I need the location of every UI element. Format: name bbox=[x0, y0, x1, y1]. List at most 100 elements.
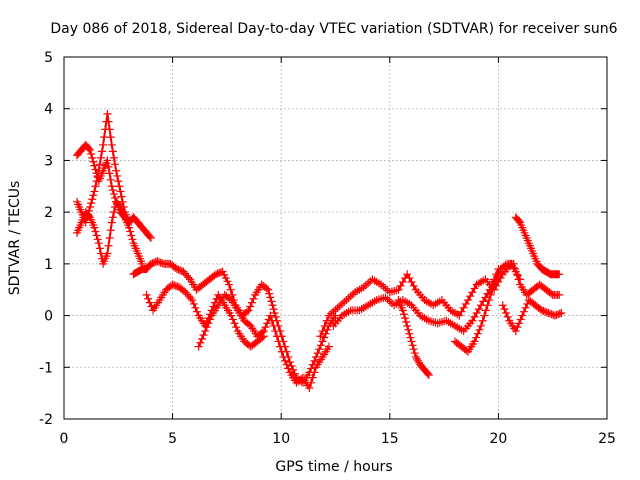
data-point-interp bbox=[88, 195, 97, 204]
data-point-interp bbox=[461, 299, 470, 308]
data-point-interp bbox=[470, 312, 479, 321]
data-point-interp bbox=[87, 199, 96, 208]
data-point-interp bbox=[191, 303, 200, 312]
data-point-interp bbox=[521, 303, 530, 312]
data-point-interp bbox=[186, 294, 195, 303]
data-point-interp bbox=[263, 319, 272, 328]
data-point-interp bbox=[414, 308, 423, 317]
point-trail bbox=[145, 283, 265, 348]
data-point-interp bbox=[323, 345, 332, 354]
data-point-interp bbox=[435, 318, 444, 327]
series-satellite-track-D bbox=[129, 257, 340, 387]
x-tick-label: 5 bbox=[168, 431, 177, 447]
data-point-interp bbox=[114, 200, 123, 209]
data-point-interp bbox=[83, 210, 92, 219]
y-tick-label: 1 bbox=[44, 257, 53, 273]
data-point-interp bbox=[226, 285, 235, 294]
data-point-interp bbox=[398, 277, 407, 286]
data-point-interp bbox=[88, 153, 97, 162]
data-point-interp bbox=[340, 297, 349, 306]
data-point-interp bbox=[108, 213, 117, 222]
data-point-interp bbox=[474, 305, 483, 314]
data-point-interp bbox=[459, 303, 468, 312]
data-point-interp bbox=[232, 303, 241, 312]
data-point-interp bbox=[448, 320, 457, 329]
data-point-interp bbox=[488, 285, 497, 294]
data-point-interp bbox=[512, 270, 521, 279]
data-point-interp bbox=[243, 319, 252, 328]
data-point-interp bbox=[145, 232, 154, 241]
data-point-interp bbox=[258, 328, 267, 337]
data-point-interp bbox=[440, 317, 449, 326]
y-tick-label: 5 bbox=[44, 50, 53, 66]
data-point-interp bbox=[98, 147, 107, 156]
data-point-interp bbox=[105, 125, 114, 134]
data-point-interp bbox=[91, 182, 100, 191]
data-point-interp bbox=[318, 327, 327, 336]
series-satellite-track-J bbox=[450, 259, 564, 356]
data-point-interp bbox=[267, 297, 276, 306]
data-point-interp bbox=[223, 277, 232, 286]
data-point-interp bbox=[519, 226, 528, 235]
data-point-interp bbox=[409, 281, 418, 290]
data-point-interp bbox=[246, 302, 255, 311]
x-axis-label: GPS time / hours bbox=[275, 459, 392, 475]
data-point-interp bbox=[109, 190, 118, 199]
data-point-interp bbox=[105, 234, 114, 242]
x-tick-label: 15 bbox=[381, 431, 399, 447]
data-point-interp bbox=[555, 309, 564, 318]
data-point-interp bbox=[310, 368, 319, 377]
data-point-interp bbox=[545, 288, 554, 297]
data-point-interp bbox=[486, 290, 495, 299]
data-point-interp bbox=[95, 160, 104, 169]
data-point-interp bbox=[277, 347, 286, 356]
data-point-interp bbox=[176, 266, 185, 275]
data-point-interp bbox=[182, 271, 191, 280]
data-point-interp bbox=[514, 275, 523, 284]
data-point-interp bbox=[267, 316, 276, 325]
data-point-interp bbox=[266, 293, 275, 302]
data-point-interp bbox=[366, 277, 375, 286]
data-point-interp bbox=[89, 157, 98, 166]
data-point-interp bbox=[144, 231, 153, 240]
y-tick-label: -1 bbox=[39, 360, 53, 376]
data-point-interp bbox=[308, 373, 317, 382]
data-point-interp bbox=[538, 283, 547, 292]
data-point-interp bbox=[392, 286, 401, 295]
data-point-interp bbox=[453, 310, 462, 319]
data-point-interp bbox=[479, 276, 488, 285]
data-point-interp bbox=[422, 368, 431, 377]
data-point-interp bbox=[93, 235, 102, 244]
data-point-interp bbox=[511, 265, 520, 274]
data-point-interp bbox=[406, 333, 415, 342]
data-point-interp bbox=[401, 314, 410, 323]
data-point-interp bbox=[313, 349, 322, 358]
data-point-interp bbox=[444, 303, 453, 312]
data-point-interp bbox=[76, 205, 85, 214]
plot-frame bbox=[63, 56, 608, 420]
data-point-interp bbox=[466, 319, 475, 328]
data-point-interp bbox=[383, 286, 392, 295]
data-point-interp bbox=[106, 226, 115, 235]
data-point-interp bbox=[165, 283, 174, 292]
data-point-interp bbox=[204, 319, 213, 328]
data-point-interp bbox=[554, 270, 563, 279]
data-point-interp bbox=[553, 290, 562, 299]
data-point-interp bbox=[260, 283, 269, 292]
y-axis-label: SDTVAR / TECUs bbox=[7, 181, 23, 296]
data-point-interp bbox=[250, 340, 259, 349]
data-point-interp bbox=[202, 277, 211, 286]
data-point-interp bbox=[232, 323, 241, 332]
data-point-interp bbox=[124, 215, 133, 224]
data-point-interp bbox=[132, 246, 141, 255]
series-satellite-track-B bbox=[73, 197, 147, 268]
data-point-interp bbox=[109, 153, 118, 162]
data-point-interp bbox=[405, 329, 414, 338]
data-point-interp bbox=[466, 292, 475, 301]
data-point-interp bbox=[184, 292, 193, 301]
data-point-interp bbox=[494, 268, 503, 277]
data-point-interp bbox=[470, 284, 479, 293]
data-point-interp bbox=[230, 319, 239, 328]
data-point-interp bbox=[208, 272, 217, 281]
